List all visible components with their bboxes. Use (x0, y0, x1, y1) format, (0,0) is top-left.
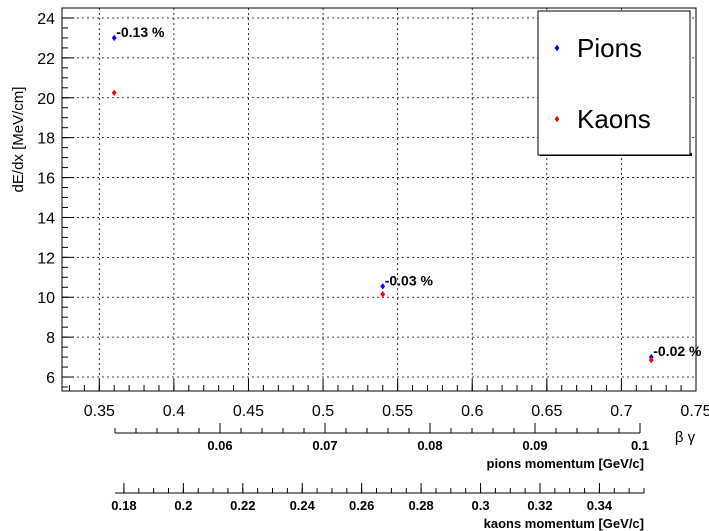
secondary-tick-label: 0.09 (522, 438, 547, 453)
y-axis-label: dE/dx [MeV/cm] (10, 87, 27, 193)
secondary-tick-label: 0.26 (349, 498, 374, 513)
secondary-tick-label: 0.07 (312, 438, 337, 453)
x-tick-label: 0.5 (312, 403, 334, 420)
secondary-tick-label: 0.08 (417, 438, 442, 453)
x-axis-label: β γ (675, 429, 696, 446)
x-tick-label: 0.45 (233, 403, 264, 420)
secondary-tick-label: 0.24 (290, 498, 316, 513)
secondary-tick-label: 0.34 (587, 498, 613, 513)
secondary-tick-label: 0.06 (207, 438, 232, 453)
secondary-tick-label: 0.3 (472, 498, 490, 513)
secondary-tick-label: 0.28 (408, 498, 433, 513)
x-tick-label: 0.4 (163, 403, 185, 420)
secondary-axis-label: pions momentum [GeV/c] (487, 456, 644, 471)
secondary-axes: 0.06 0.07 0.08 0.09 0.1 pions momentum [GeV/c… (111, 423, 649, 531)
y-tick-label: 14 (37, 210, 55, 227)
legend: Pions Kaons (537, 10, 692, 156)
y-tick-label: 16 (37, 171, 55, 188)
secondary-tick-label: 0.1 (631, 438, 649, 453)
axes: 0.35 0.4 0.45 0.5 0.55 0.6 0.65 0.7 0.75 6 8 10 12 14… (37, 7, 709, 420)
x-tick-label: 0.7 (610, 403, 632, 420)
kaons-point (648, 356, 654, 364)
kaons-point (111, 89, 117, 96)
kaons-point (380, 291, 386, 298)
y-tick-label: 20 (37, 91, 55, 108)
y-tick-label: 12 (37, 250, 55, 267)
pions-point (380, 283, 386, 290)
grid (62, 8, 697, 391)
y-tick-label: 10 (37, 290, 55, 307)
x-tick-label: 0.55 (382, 403, 413, 420)
y-tick-label: 6 (46, 370, 55, 387)
percent-annotation: -0.02 % (653, 343, 702, 359)
plot-frame (61, 7, 697, 392)
data-points (111, 34, 654, 364)
x-tick-label: 0.75 (680, 403, 709, 420)
legend-label-pions: Pions (577, 33, 642, 63)
y-tick-label: 22 (37, 51, 55, 68)
legend-marker-kaons (554, 115, 560, 123)
secondary-axis-label: kaons momentum [GeV/c] (484, 516, 644, 531)
percent-annotation: -0.13 % (116, 24, 165, 40)
y-tick-label: 18 (37, 131, 55, 148)
secondary-tick-label: 0.18 (111, 498, 136, 513)
annotations: -0.13 % -0.03 % -0.02 % (116, 24, 702, 359)
secondary-tick-label: 0.32 (527, 498, 552, 513)
y-tick-label: 24 (37, 11, 55, 28)
legend-box (537, 10, 691, 156)
percent-annotation: -0.03 % (385, 272, 434, 288)
x-tick-label: 0.65 (531, 403, 562, 420)
x-tick-label: 0.6 (461, 403, 483, 420)
y-tick-label: 8 (46, 330, 55, 347)
legend-marker-pions (554, 44, 560, 52)
x-tick-label: 0.35 (84, 403, 115, 420)
legend-label-kaons: Kaons (577, 104, 651, 134)
secondary-tick-label: 0.2 (174, 498, 192, 513)
secondary-tick-label: 0.22 (230, 498, 255, 513)
pions-point (111, 34, 117, 42)
